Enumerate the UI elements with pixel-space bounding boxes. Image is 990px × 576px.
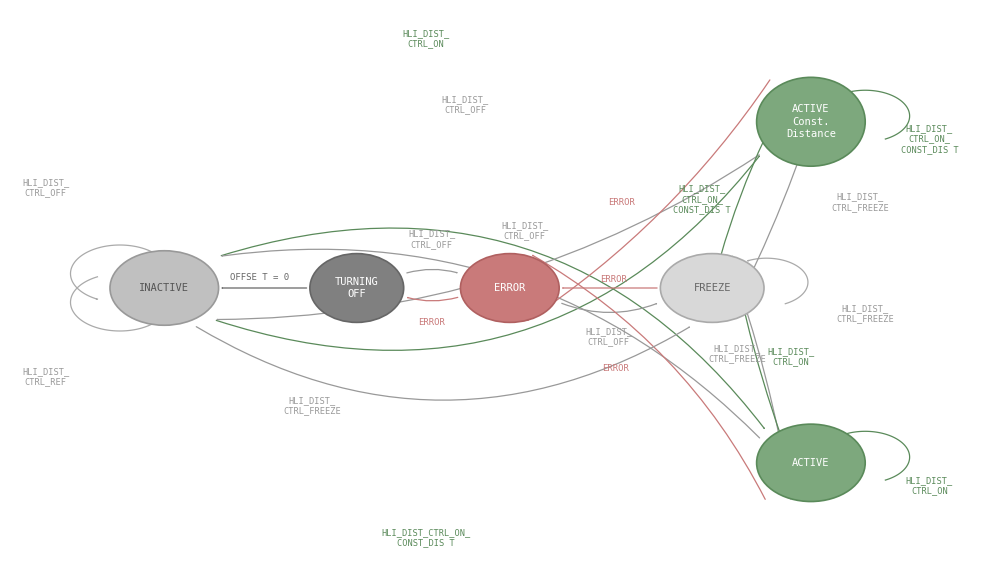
Text: HLI_DIST_
CTRL_ON_
CONST_DIS T: HLI_DIST_ CTRL_ON_ CONST_DIS T (901, 124, 958, 154)
Text: HLI_DIST_
CTRL_OFF: HLI_DIST_ CTRL_OFF (22, 178, 69, 198)
Text: HLI_DIST_
CTRL_FREEZE: HLI_DIST_ CTRL_FREEZE (832, 192, 889, 212)
Text: HLI_DIST_
CTRL_FREEZE: HLI_DIST_ CTRL_FREEZE (837, 304, 894, 324)
Ellipse shape (660, 253, 764, 323)
Text: ERROR: ERROR (600, 275, 627, 284)
Ellipse shape (460, 253, 559, 323)
Text: HLI_DIST_
CTRL_OFF: HLI_DIST_ CTRL_OFF (585, 327, 633, 346)
Text: TURNING
OFF: TURNING OFF (335, 277, 378, 299)
Text: OFFSE T = 0: OFFSE T = 0 (231, 273, 290, 282)
Text: HLI_DIST_
CTRL_FREEZE: HLI_DIST_ CTRL_FREEZE (283, 396, 342, 415)
Text: ERROR: ERROR (602, 364, 629, 373)
Text: ERROR: ERROR (419, 318, 446, 327)
Text: ERROR: ERROR (494, 283, 526, 293)
Text: FREEZE: FREEZE (693, 283, 731, 293)
Text: HLI_DIST_
CTRL_ON: HLI_DIST_ CTRL_ON (906, 476, 953, 495)
Ellipse shape (110, 251, 219, 325)
Text: HLI_DIST_
CTRL_REF: HLI_DIST_ CTRL_REF (22, 367, 69, 386)
Text: ACTIVE
Const.
Distance: ACTIVE Const. Distance (786, 104, 836, 139)
Text: HLI_DIST_CTRL_ON_
CONST_DIS T: HLI_DIST_CTRL_ON_ CONST_DIS T (381, 528, 470, 547)
Ellipse shape (756, 77, 865, 166)
Text: HLI_DIST_
CTRL_ON_
CONST_DIS T: HLI_DIST_ CTRL_ON_ CONST_DIS T (673, 184, 732, 214)
Ellipse shape (310, 253, 404, 323)
Text: ERROR: ERROR (608, 198, 635, 207)
Text: HLI_DIST_
CTRL_OFF: HLI_DIST_ CTRL_OFF (501, 221, 548, 240)
Ellipse shape (756, 424, 865, 502)
Text: INACTIVE: INACTIVE (140, 283, 189, 293)
Text: ACTIVE: ACTIVE (792, 458, 830, 468)
Text: HLI_DIST_
CTRL_ON: HLI_DIST_ CTRL_ON (767, 347, 815, 366)
Text: HLI_DIST_
CTRL_ON: HLI_DIST_ CTRL_ON (402, 29, 449, 48)
Text: HLI_DIST_
CTRL_OFF: HLI_DIST_ CTRL_OFF (408, 230, 455, 249)
Text: HLI_DIST_
CTRL_FREEZE: HLI_DIST_ CTRL_FREEZE (708, 344, 765, 363)
Text: HLI_DIST_
CTRL_OFF: HLI_DIST_ CTRL_OFF (442, 95, 489, 114)
